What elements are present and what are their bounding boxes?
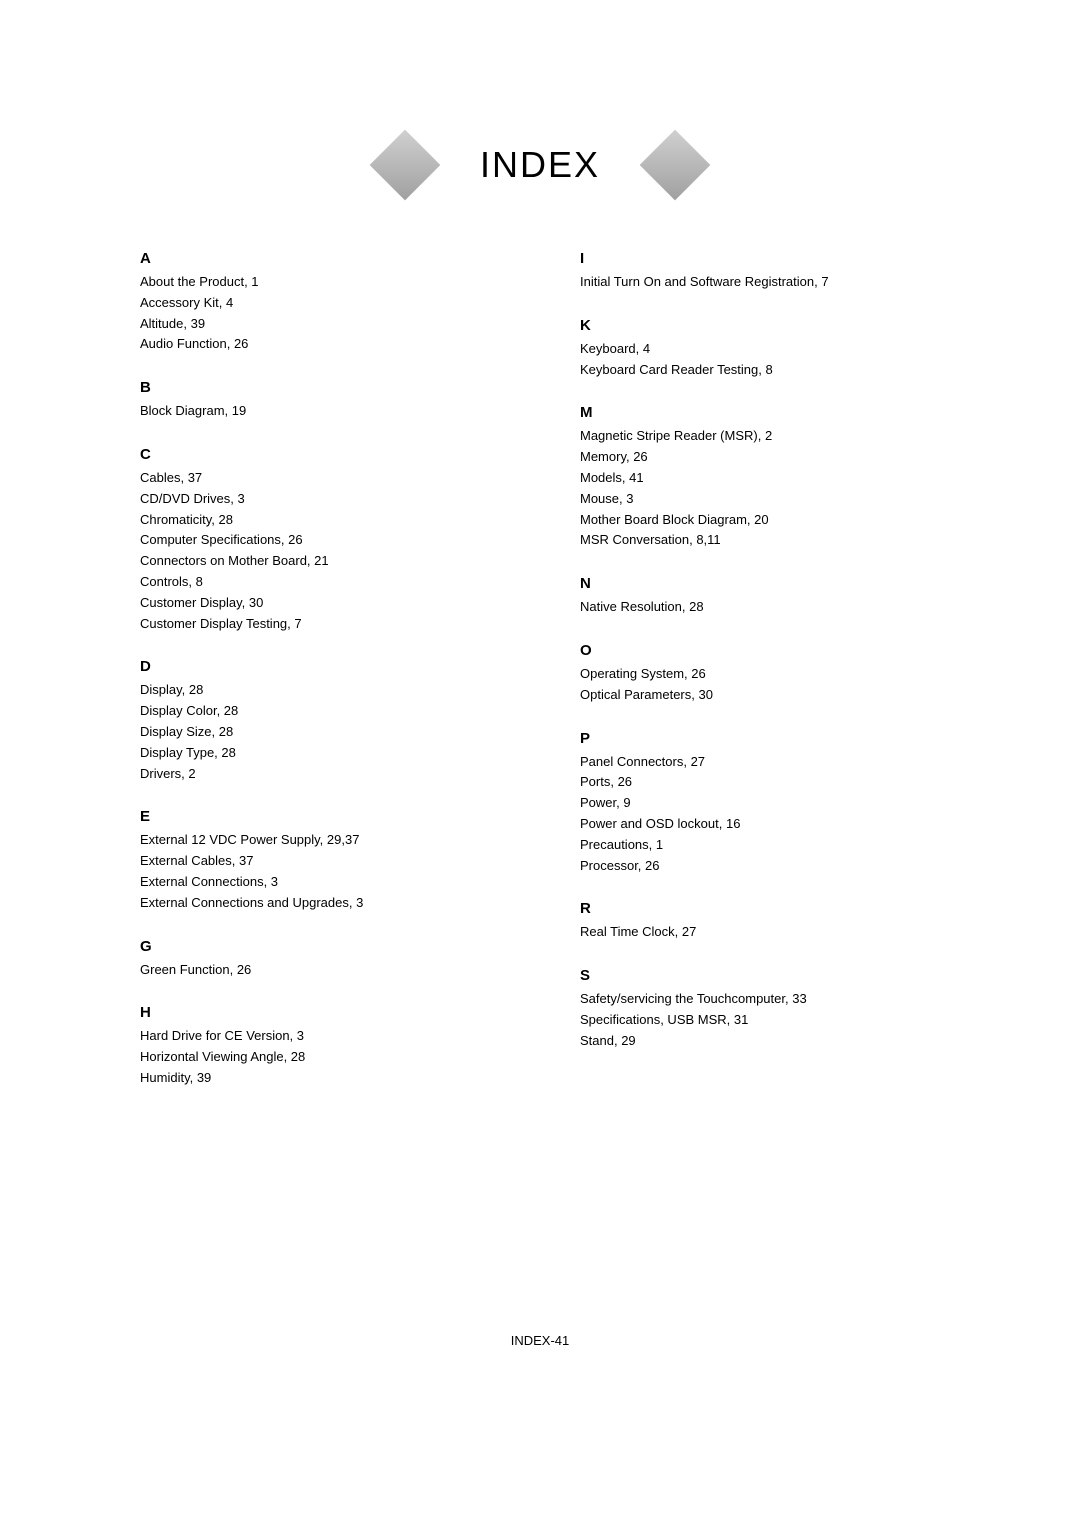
section-letter: S bbox=[580, 967, 940, 984]
index-entry: Cables, 37 bbox=[140, 468, 500, 489]
index-entry: Mother Board Block Diagram, 20 bbox=[580, 510, 940, 531]
section-letter: E bbox=[140, 808, 500, 825]
index-entry: Magnetic Stripe Reader (MSR), 2 bbox=[580, 426, 940, 447]
section-letter: R bbox=[580, 900, 940, 917]
section-letter: O bbox=[580, 642, 940, 659]
section-letter: K bbox=[580, 317, 940, 334]
index-section: EExternal 12 VDC Power Supply, 29,37Exte… bbox=[140, 808, 500, 913]
index-entry: Hard Drive for CE Version, 3 bbox=[140, 1026, 500, 1047]
index-entry: Display Type, 28 bbox=[140, 743, 500, 764]
index-entry: Horizontal Viewing Angle, 28 bbox=[140, 1047, 500, 1068]
index-entry: Models, 41 bbox=[580, 468, 940, 489]
index-entry: Optical Parameters, 30 bbox=[580, 685, 940, 706]
index-entry: Memory, 26 bbox=[580, 447, 940, 468]
section-letter: C bbox=[140, 446, 500, 463]
index-entry: Green Function, 26 bbox=[140, 960, 500, 981]
index-entry: CD/DVD Drives, 3 bbox=[140, 489, 500, 510]
index-section: P Panel Connectors, 27Ports, 26Power, 9Po… bbox=[580, 730, 940, 877]
index-entry: Controls, 8 bbox=[140, 572, 500, 593]
section-letter: G bbox=[140, 938, 500, 955]
index-entry: Connectors on Mother Board, 21 bbox=[140, 551, 500, 572]
index-entry: Mouse, 3 bbox=[580, 489, 940, 510]
section-letter: B bbox=[140, 379, 500, 396]
index-entry: External Cables, 37 bbox=[140, 851, 500, 872]
index-section: G Green Function, 26 bbox=[140, 938, 500, 981]
section-letter: P bbox=[580, 730, 940, 747]
index-entry: Safety/servicing the Touchcomputer, 33 bbox=[580, 989, 940, 1010]
index-entry: Initial Turn On and Software Registratio… bbox=[580, 272, 940, 293]
index-entry: Stand, 29 bbox=[580, 1031, 940, 1052]
section-letter: N bbox=[580, 575, 940, 592]
index-entry: Ports, 26 bbox=[580, 772, 940, 793]
page-header: INDEX bbox=[140, 140, 940, 190]
page-footer: INDEX-41 bbox=[0, 1333, 1080, 1348]
index-entry: Computer Specifications, 26 bbox=[140, 530, 500, 551]
index-section: N Native Resolution, 28 bbox=[580, 575, 940, 618]
index-entry: Display, 28 bbox=[140, 680, 500, 701]
index-entry: Customer Display, 30 bbox=[140, 593, 500, 614]
index-entry: Power, 9 bbox=[580, 793, 940, 814]
index-entry: External Connections and Upgrades, 3 bbox=[140, 893, 500, 914]
index-entry: Specifications, USB MSR, 31 bbox=[580, 1010, 940, 1031]
index-entry: Drivers, 2 bbox=[140, 764, 500, 785]
index-entry: Processor, 26 bbox=[580, 856, 940, 877]
index-entry: Precautions, 1 bbox=[580, 835, 940, 856]
index-entry: Display Size, 28 bbox=[140, 722, 500, 743]
left-column: A About the Product, 1Accessory Kit, 4Alt… bbox=[140, 250, 500, 1113]
index-entry: External Connections, 3 bbox=[140, 872, 500, 893]
section-letter: H bbox=[140, 1004, 500, 1021]
index-entry: Customer Display Testing, 7 bbox=[140, 614, 500, 635]
index-section: A About the Product, 1Accessory Kit, 4Alt… bbox=[140, 250, 500, 355]
index-section: O Operating System, 26Optical Parameters,… bbox=[580, 642, 940, 706]
index-entry: Native Resolution, 28 bbox=[580, 597, 940, 618]
diamond-right-icon bbox=[640, 130, 711, 201]
index-section: SSafety/servicing the Touchcomputer, 33S… bbox=[580, 967, 940, 1051]
section-letter: I bbox=[580, 250, 940, 267]
index-entry: Humidity, 39 bbox=[140, 1068, 500, 1089]
page-title: INDEX bbox=[480, 144, 600, 186]
index-entry: Real Time Clock, 27 bbox=[580, 922, 940, 943]
index-entry: Keyboard, 4 bbox=[580, 339, 940, 360]
index-section: B Block Diagram, 19 bbox=[140, 379, 500, 422]
index-columns: A About the Product, 1Accessory Kit, 4Alt… bbox=[140, 250, 940, 1113]
index-entry: MSR Conversation, 8,11 bbox=[580, 530, 940, 551]
index-section: K Keyboard, 4Keyboard Card Reader Testing… bbox=[580, 317, 940, 381]
index-section: H Hard Drive for CE Version, 3Horizontal … bbox=[140, 1004, 500, 1088]
index-entry: Accessory Kit, 4 bbox=[140, 293, 500, 314]
section-letter: D bbox=[140, 658, 500, 675]
index-entry: Operating System, 26 bbox=[580, 664, 940, 685]
index-section: D Display, 28Display Color, 28Display Siz… bbox=[140, 658, 500, 784]
index-entry: Display Color, 28 bbox=[140, 701, 500, 722]
index-section: C Cables, 37CD/DVD Drives, 3Chromaticity,… bbox=[140, 446, 500, 634]
index-entry: Audio Function, 26 bbox=[140, 334, 500, 355]
index-entry: Keyboard Card Reader Testing, 8 bbox=[580, 360, 940, 381]
section-letter: M bbox=[580, 404, 940, 421]
index-entry: Power and OSD lockout, 16 bbox=[580, 814, 940, 835]
index-entry: Altitude, 39 bbox=[140, 314, 500, 335]
index-entry: Block Diagram, 19 bbox=[140, 401, 500, 422]
index-entry: External 12 VDC Power Supply, 29,37 bbox=[140, 830, 500, 851]
diamond-left-icon bbox=[370, 130, 441, 201]
index-section: R Real Time Clock, 27 bbox=[580, 900, 940, 943]
index-entry: Chromaticity, 28 bbox=[140, 510, 500, 531]
index-entry: About the Product, 1 bbox=[140, 272, 500, 293]
index-section: M Magnetic Stripe Reader (MSR), 2Memory, … bbox=[580, 404, 940, 551]
index-entry: Panel Connectors, 27 bbox=[580, 752, 940, 773]
section-letter: A bbox=[140, 250, 500, 267]
right-column: I Initial Turn On and Software Registrati… bbox=[580, 250, 940, 1113]
index-section: I Initial Turn On and Software Registrati… bbox=[580, 250, 940, 293]
